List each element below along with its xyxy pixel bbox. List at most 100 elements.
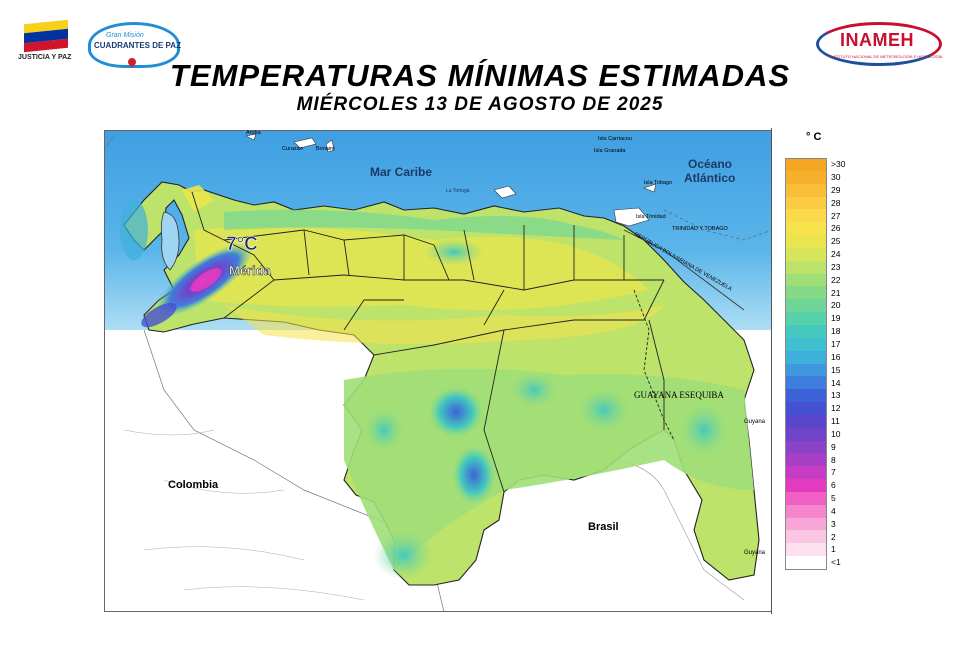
lake-maracaibo bbox=[160, 211, 180, 271]
legend-swatch bbox=[785, 183, 827, 197]
state-border bbox=[463, 225, 625, 290]
legend-label: 19 bbox=[831, 313, 841, 324]
legend-label: 22 bbox=[831, 274, 841, 285]
legend-unit: ° C bbox=[806, 131, 822, 143]
legend-swatch bbox=[785, 299, 827, 313]
bonaire-label: Bonaire bbox=[316, 146, 335, 152]
legend-row: 4 bbox=[785, 504, 836, 518]
curazao-island bbox=[293, 137, 317, 149]
legend-label: 25 bbox=[831, 236, 841, 247]
legend-label: 24 bbox=[831, 249, 841, 260]
highland-spot-1 bbox=[428, 386, 484, 438]
colombia-rivers bbox=[123, 429, 365, 601]
inameh-logo-name: INAMEH bbox=[840, 30, 914, 50]
legend-label: 11 bbox=[831, 416, 840, 427]
legend-label: 7 bbox=[831, 467, 836, 478]
legend-row: 17 bbox=[785, 337, 840, 351]
legend-row: 7 bbox=[785, 466, 836, 480]
legend-swatch bbox=[785, 247, 827, 261]
legend-row: 1 bbox=[785, 543, 836, 557]
legend-swatch bbox=[785, 324, 827, 338]
legend-row: 20 bbox=[785, 299, 840, 313]
legend-label: 8 bbox=[831, 454, 836, 465]
legend-swatch bbox=[785, 260, 827, 274]
justicia-y-paz-caption: JUSTICIA Y PAZ bbox=[18, 54, 72, 61]
legend-swatch bbox=[785, 337, 827, 351]
zone-llanos-warm bbox=[224, 305, 664, 344]
legend-row: 14 bbox=[785, 376, 840, 390]
legend-row: 21 bbox=[785, 286, 840, 300]
islands bbox=[245, 133, 657, 227]
highland-spot-5 bbox=[374, 530, 434, 580]
temperature-map: 7°C Mérida Mar Caribe Océano Atlántico C… bbox=[104, 130, 772, 612]
inameh-logo: INAMEH INSTITUTO NACIONAL DE METEOROLOGÍ… bbox=[816, 20, 942, 66]
legend-label: >30 bbox=[831, 159, 846, 170]
highland-spot-6 bbox=[510, 372, 558, 408]
legend-swatch bbox=[785, 427, 827, 441]
legend-row: 30 bbox=[785, 170, 840, 184]
caribbean-label: Mar Caribe bbox=[370, 165, 432, 179]
legend-label: 15 bbox=[831, 364, 841, 375]
temperature-legend: >30 30 29 28 27 26 25 24 23 22 21 20 19 18 17 16 15 14 13 1… bbox=[785, 157, 845, 570]
brasil-label: Brasil bbox=[588, 521, 619, 533]
legend-row: 11 bbox=[785, 414, 840, 428]
guayana-esequiba-label: GUAYANA ESEQUIBA bbox=[634, 390, 724, 400]
legend-row: 18 bbox=[785, 324, 840, 338]
state-border bbox=[303, 229, 450, 281]
la-tortuga-label: La Tortuga bbox=[446, 188, 470, 194]
legend-label: 4 bbox=[831, 505, 836, 516]
legend-swatch bbox=[785, 517, 827, 531]
legend-swatch bbox=[785, 196, 827, 210]
legend-label: 5 bbox=[831, 493, 836, 504]
legend-label: 18 bbox=[831, 326, 841, 337]
highland-spot-3 bbox=[578, 388, 630, 432]
legend-label: 23 bbox=[831, 261, 841, 272]
legend-swatch bbox=[785, 440, 827, 454]
legend-label: 26 bbox=[831, 223, 841, 234]
tobago-label: Isla Tobago bbox=[644, 180, 672, 186]
andes-core bbox=[190, 268, 222, 292]
highland-spot-2 bbox=[452, 445, 496, 505]
legend-label: 14 bbox=[831, 377, 841, 388]
aruba-label: Aruba bbox=[246, 130, 262, 136]
legend-swatch bbox=[785, 222, 827, 236]
legend-swatch bbox=[785, 273, 827, 287]
legend-row: 13 bbox=[785, 389, 840, 403]
guyana-label-1: Guyana bbox=[744, 419, 766, 425]
highlight-value: 7°C bbox=[226, 234, 258, 255]
guyana-label-2: Guyana bbox=[744, 550, 766, 556]
legend-swatch bbox=[785, 504, 827, 518]
colombia-label: Colombia bbox=[168, 479, 219, 491]
highland-spot-7 bbox=[680, 404, 728, 456]
legend-swatch bbox=[785, 466, 827, 480]
legend-label: 28 bbox=[831, 197, 841, 208]
gm-logo-line1: Gran Misión bbox=[106, 32, 144, 39]
gm-logo-line2: CUADRANTES DE PAZ bbox=[94, 41, 181, 50]
curazao-label: Curazao bbox=[282, 146, 303, 152]
justicia-y-paz-logo: JUSTICIA Y PAZ bbox=[18, 19, 78, 66]
legend-label: 2 bbox=[831, 531, 836, 542]
legend-swatch bbox=[785, 389, 827, 403]
legend-row: 27 bbox=[785, 209, 840, 223]
legend-swatch bbox=[785, 453, 827, 467]
page-title: TEMPERATURAS MÍNIMAS ESTIMADAS bbox=[169, 58, 791, 93]
state-border bbox=[373, 279, 665, 356]
legend-swatch bbox=[785, 363, 827, 377]
cuadrantes-de-paz-logo: Gran Misión CUADRANTES DE PAZ bbox=[84, 20, 181, 68]
bonaire-island bbox=[325, 139, 335, 153]
west-coast-zone bbox=[120, 200, 148, 260]
legend-swatch bbox=[785, 235, 827, 248]
highland-spot-8 bbox=[424, 238, 484, 266]
state-border bbox=[483, 329, 505, 493]
legend-swatch bbox=[785, 209, 827, 223]
legend-label: 30 bbox=[831, 172, 841, 183]
legend-swatch bbox=[785, 543, 827, 557]
state-border bbox=[648, 319, 665, 430]
legend-row: 8 bbox=[785, 453, 836, 467]
legend-swatch bbox=[785, 402, 827, 415]
page-subtitle: MIÉRCOLES 13 DE AGOSTO DE 2025 bbox=[296, 94, 664, 115]
legend-row: 19 bbox=[785, 312, 840, 325]
margarita-island bbox=[493, 185, 517, 199]
legend-row: 5 bbox=[785, 491, 836, 505]
legend-row: <1 bbox=[785, 555, 841, 570]
